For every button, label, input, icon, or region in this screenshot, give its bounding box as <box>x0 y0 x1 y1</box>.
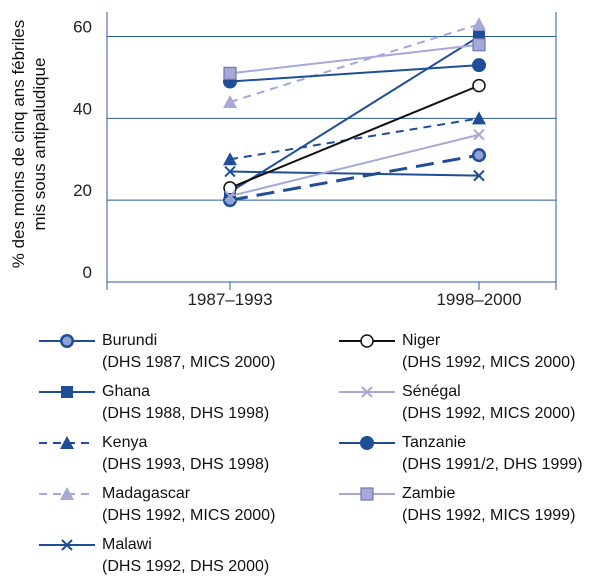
series-zambie <box>223 38 486 80</box>
legend-item-burundi: Burundi (DHS 1987, MICS 2000) <box>37 330 297 376</box>
y-tick-label: 60 <box>73 18 92 37</box>
marker <box>360 487 374 501</box>
legend-swatch <box>39 386 95 398</box>
legend-item-tanzanie: Tanzanie (DHS 1991/2, DHS 1999) <box>337 432 590 478</box>
legend-swatch <box>339 386 395 398</box>
series-line <box>229 64 480 83</box>
legend-source: (DHS 1992, MICS 2000) <box>102 507 276 524</box>
marker <box>223 152 237 166</box>
marker <box>61 386 73 398</box>
legend-label: Kenya <box>102 434 148 451</box>
marker <box>223 66 237 80</box>
legend-item-niger: Niger (DHS 1992, MICS 2000) <box>337 330 590 376</box>
marker <box>473 129 485 141</box>
marker <box>223 181 237 195</box>
x-tick-label: 1998–2000 <box>436 290 521 309</box>
marker <box>472 78 486 93</box>
legend-swatch <box>339 334 395 348</box>
series-line <box>229 153 480 202</box>
legend-swatch <box>339 436 395 450</box>
marker <box>360 436 374 450</box>
legend-swatch <box>39 487 95 500</box>
series-line <box>229 117 480 161</box>
series-sénégal <box>224 129 485 202</box>
legend-swatch <box>39 539 95 551</box>
legend-swatch <box>39 334 95 348</box>
legend-item-sénégal: Sénégal (DHS 1992, MICS 2000) <box>337 381 590 427</box>
legend-item-madagascar: Madagascar (DHS 1992, MICS 2000) <box>37 483 297 529</box>
legend-label: Tanzanie <box>402 434 467 451</box>
legend-item-ghana: Ghana (DHS 1988, DHS 1998) <box>37 381 297 427</box>
legend-source: (DHS 1992, MICS 1999) <box>402 507 576 524</box>
legend-source: (DHS 1992, DHS 2000) <box>102 558 270 575</box>
legend-item-zambie: Zambie (DHS 1992, MICS 1999) <box>337 483 590 529</box>
series-madagascar <box>223 17 486 108</box>
legend-label: Burundi <box>102 332 158 349</box>
series-line <box>229 23 480 103</box>
marker <box>472 38 486 52</box>
marker <box>473 169 485 182</box>
series-malawi <box>224 165 485 182</box>
series-line <box>229 84 480 189</box>
legend-label: Malawi <box>102 536 152 553</box>
y-axis-label-line1: % des moins de cinq ans fébriles <box>9 20 28 269</box>
marker-inner <box>62 336 72 346</box>
marker <box>472 111 486 125</box>
legend-source: (DHS 1992, MICS 2000) <box>402 405 576 422</box>
y-tick-label: 20 <box>73 181 92 200</box>
legend-item-kenya: Kenya (DHS 1993, DHS 1998) <box>37 432 297 478</box>
series-line <box>229 170 480 177</box>
chart-canvas: 0 20 40 60 1987–1993 1998–2000 % des moins de… <box>9 12 557 309</box>
series-lines <box>223 17 486 208</box>
series-niger <box>223 78 486 195</box>
legend-source: (DHS 1988, DHS 1998) <box>102 405 270 422</box>
x-tick-label: 1987–1993 <box>187 290 272 309</box>
marker <box>60 487 74 500</box>
marker <box>472 58 486 73</box>
series-line <box>229 43 480 75</box>
y-tick-label: 40 <box>73 99 92 118</box>
legend-source: (DHS 1987, MICS 2000) <box>102 354 276 371</box>
axes <box>106 12 557 290</box>
legend-source: (DHS 1992, MICS 2000) <box>402 354 576 371</box>
legend-source: (DHS 1991/2, DHS 1999) <box>402 456 583 473</box>
series-burundi <box>223 148 486 208</box>
marker <box>472 17 486 31</box>
y-axis-label-line2: mis sous antipaludique <box>30 58 49 231</box>
marker <box>361 386 373 398</box>
series-kenya <box>223 111 486 166</box>
legend-swatch <box>339 487 395 501</box>
marker <box>61 539 73 551</box>
legend-label: Niger <box>402 332 441 349</box>
legend-label: Madagascar <box>102 485 191 502</box>
legend-label: Zambie <box>402 485 456 502</box>
legend-item-malawi: Malawi (DHS 1992, DHS 2000) <box>37 534 297 580</box>
tick-labels: 0 20 40 60 1987–1993 1998–2000 <box>73 18 521 309</box>
legend-swatch <box>39 436 95 449</box>
y-tick-label: 0 <box>83 263 92 282</box>
legend-source: (DHS 1993, DHS 1998) <box>102 456 270 473</box>
marker <box>224 190 236 202</box>
marker-inner <box>474 150 484 160</box>
marker <box>360 334 374 348</box>
marker <box>224 165 236 178</box>
marker <box>223 95 237 108</box>
legend-label: Sénégal <box>402 383 461 400</box>
marker <box>60 436 74 449</box>
legend-label: Ghana <box>102 383 151 400</box>
series-tanzanie <box>223 58 486 89</box>
series-line <box>229 133 480 198</box>
series-line <box>229 35 480 193</box>
